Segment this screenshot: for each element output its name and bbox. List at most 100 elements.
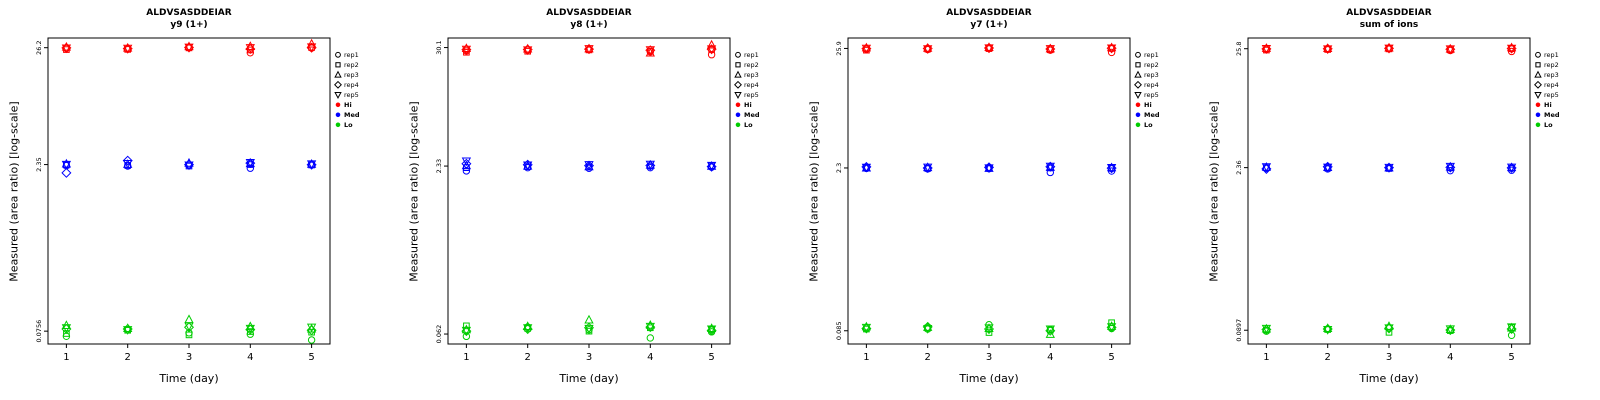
point-Med-rep5-day2	[523, 161, 533, 171]
point-Lo-rep5-day1	[61, 324, 72, 334]
plot-subtitle: sum of ions	[1359, 20, 1419, 30]
legend-symbol-rep3-icon	[734, 70, 742, 78]
legend-dot-Med-icon	[735, 112, 741, 118]
legend-dot-Lo-icon	[335, 122, 341, 128]
point-Med-rep5-day4	[1045, 162, 1055, 172]
panel-y9: ALDVSASDDEIAR y9 (1+) Measured (area rat…	[0, 0, 400, 400]
point-Hi-rep5-day1	[1261, 44, 1272, 54]
point-Lo-rep4-day4	[1045, 325, 1056, 336]
x-tick-label: 1	[63, 352, 69, 363]
point-Lo-rep4-day2	[522, 324, 533, 335]
point-Med-rep5-day4	[1445, 162, 1455, 172]
point-Lo-rep2-day1	[63, 330, 70, 337]
point-Hi-rep3-day2	[523, 43, 533, 53]
point-Hi-rep5-day4	[245, 44, 255, 53]
plot-subtitle: y9 (1+)	[170, 20, 208, 30]
legend-label-Lo: Lo	[1144, 121, 1153, 129]
point-Lo-rep5-day5	[1506, 323, 1517, 333]
legend-label-Hi: Hi	[1544, 101, 1552, 109]
point-Lo-rep5-day3	[584, 324, 594, 334]
y-tick-label: 30.1	[435, 40, 443, 54]
point-Med-rep5-day4	[645, 160, 655, 170]
point-Hi-rep3-day3	[184, 41, 194, 51]
legend-symbol-rep1-icon	[335, 51, 341, 58]
point-Lo-rep4-day5	[1506, 323, 1517, 334]
plot-canvas: 1 2 3 4 5 25.9 2.3 0.085 rep1 rep2 rep3 rep4 rep5 Hi M…	[835, 37, 1160, 363]
legend-label-rep3: rep3	[1144, 71, 1159, 79]
point-Lo-rep5-day1	[461, 326, 472, 336]
plot-canvas: 1 2 3 4 5 30.1 2.33 0.062 rep1 rep2 rep3 rep4 rep5 Hi…	[435, 37, 760, 363]
point-Med-rep5-day3	[984, 164, 994, 174]
legend-label-Lo: Lo	[744, 121, 753, 129]
plot-box	[447, 37, 731, 345]
point-Lo-rep5-day4	[645, 322, 655, 332]
y-tick-label: 25.8	[1235, 41, 1243, 55]
point-Lo-rep5-day4	[1445, 325, 1455, 335]
legend-label-rep5: rep5	[344, 91, 359, 99]
point-Med-rep5-day1	[461, 157, 472, 167]
point-Lo-rep2-day3	[585, 327, 593, 335]
x-tick-label: 5	[1108, 352, 1114, 363]
point-Hi-rep3-day1	[61, 41, 72, 51]
legend-dot-Lo-icon	[1135, 122, 1141, 128]
legend-symbol-rep1-icon	[1135, 51, 1141, 58]
point-Hi-rep5-day4	[1045, 45, 1055, 54]
y-tick-label: 2.36	[1235, 160, 1243, 174]
legend-label-rep4: rep4	[1144, 81, 1159, 89]
legend-symbol-rep2-icon	[335, 62, 341, 68]
plot-title: ALDVSASDDEIAR	[1346, 8, 1432, 18]
point-Hi-rep5-day5	[1106, 44, 1117, 54]
point-Hi-rep2-day1	[463, 48, 470, 56]
legend-symbol-rep1-icon	[735, 51, 741, 58]
point-Hi-rep5-day1	[461, 45, 472, 55]
point-Med-rep5-day2	[123, 160, 133, 169]
legend-dot-Lo-icon	[735, 122, 741, 128]
point-Med-rep5-day2	[1323, 163, 1333, 173]
legend-symbol-rep4-icon	[1534, 80, 1542, 89]
x-axis-label: Time (day)	[559, 372, 619, 385]
legend-label-rep2: rep2	[1144, 61, 1159, 69]
point-Hi-rep5-day2	[123, 44, 133, 54]
y-tick-label: 0.0756	[35, 320, 43, 343]
x-tick-label: 2	[525, 352, 531, 363]
point-Lo-rep3-day2	[923, 322, 933, 331]
point-Med-rep5-day1	[861, 163, 872, 173]
legend-label-Med: Med	[1544, 111, 1560, 119]
legend-label-rep2: rep2	[1544, 61, 1559, 69]
legend-label-rep1: rep1	[1544, 51, 1559, 59]
point-Lo-rep5-day3	[1384, 324, 1394, 334]
point-Hi-rep5-day2	[523, 46, 533, 56]
point-Hi-rep3-day2	[1323, 43, 1333, 53]
point-Med-rep5-day3	[184, 161, 194, 171]
point-Med-rep4-day1	[461, 158, 472, 169]
point-Hi-rep3-day5	[306, 38, 317, 48]
point-Lo-rep5-day4	[1045, 325, 1055, 335]
point-Med-rep5-day1	[1261, 163, 1272, 173]
point-Lo-rep5-day2	[123, 326, 133, 335]
legend-symbol-rep3-icon	[1134, 70, 1142, 78]
point-Hi-rep3-day3	[984, 42, 994, 52]
plot-subtitle: y7 (1+)	[970, 20, 1008, 30]
point-Hi-rep5-day2	[1323, 45, 1333, 55]
point-Hi-rep3-day1	[861, 42, 872, 52]
point-Hi-rep5-day5	[1506, 44, 1517, 54]
point-Hi-rep5-day3	[1384, 44, 1394, 54]
point-Hi-rep4-day4	[245, 43, 256, 55]
point-Hi-rep3-day5	[1106, 42, 1117, 52]
point-Lo-rep5-day3	[184, 322, 194, 332]
point-Lo-rep2-day3	[985, 329, 993, 336]
point-Lo-rep4-day5	[306, 325, 317, 336]
legend-label-rep1: rep1	[344, 51, 359, 59]
point-Med-rep5-day3	[584, 161, 594, 170]
point-Med-rep5-day2	[923, 163, 933, 173]
x-tick-label: 2	[925, 352, 931, 363]
x-tick-label: 4	[647, 352, 653, 363]
legend-symbol-rep1-icon	[1535, 51, 1541, 58]
x-tick-label: 3	[1386, 352, 1392, 363]
point-Lo-rep5-day5	[1106, 323, 1117, 333]
x-tick-label: 4	[247, 352, 253, 363]
legend-label-rep5: rep5	[744, 91, 759, 99]
point-Hi-rep3-day4	[245, 41, 255, 50]
point-Hi-rep5-day4	[1445, 45, 1455, 55]
y-tick-label: 0.062	[435, 325, 443, 344]
